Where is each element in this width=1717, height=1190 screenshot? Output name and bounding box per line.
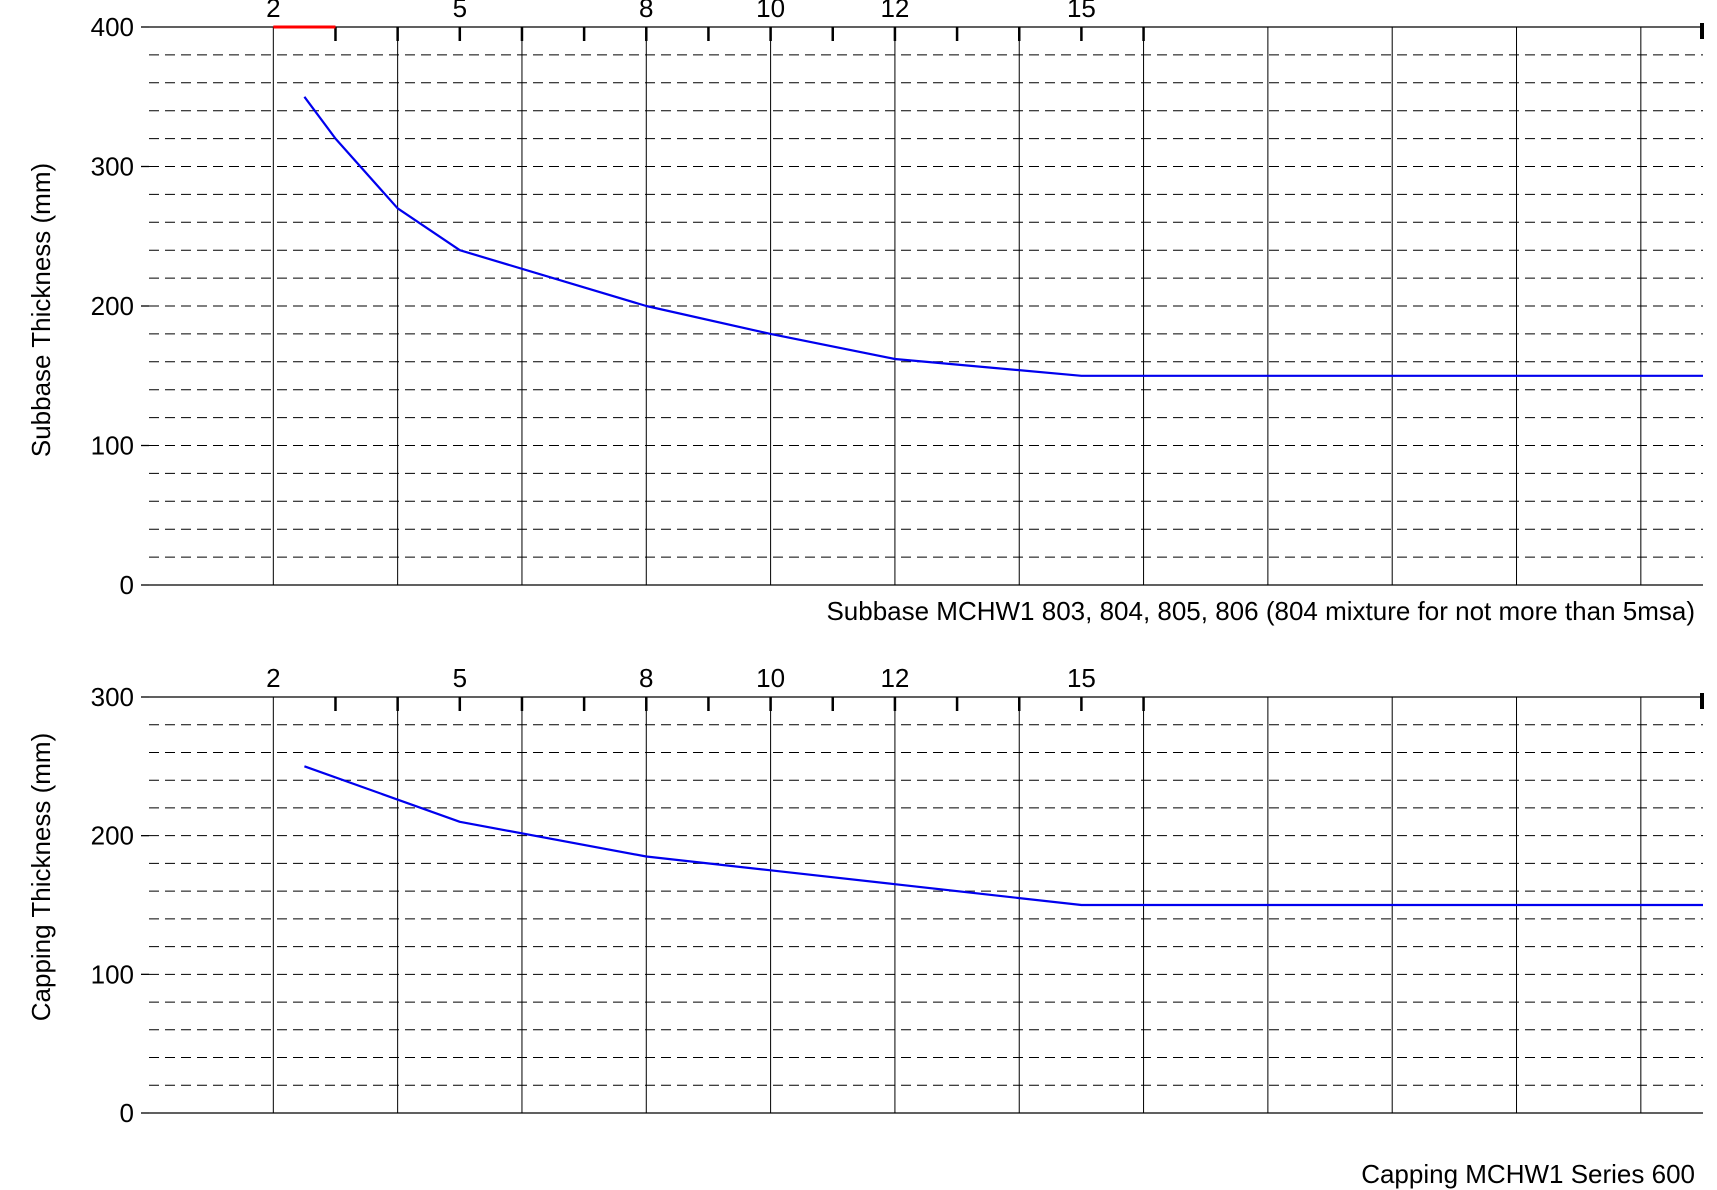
capping-y-axis-label: Capping Thickness (mm) [26,733,56,1022]
capping-y-tick-label: 300 [91,682,134,712]
capping-y-tick-label: 0 [120,1098,134,1128]
capping-top-tick-label: 5 [453,663,467,693]
subbase-top-tick-label: 10 [756,0,785,23]
capping-y-tick-label: 100 [91,959,134,989]
subbase-y-axis-label: Subbase Thickness (mm) [26,163,56,457]
subbase-gridlines [149,27,1703,585]
subbase-top-tick-label: 15 [1067,0,1096,23]
subbase-y-tick-label: 0 [120,570,134,600]
subbase-y-tick-label: 200 [91,291,134,321]
capping-series-line-0 [304,765,1703,907]
subbase-top-tick-label: 8 [639,0,653,23]
capping-caption: Capping MCHW1 Series 600 [1361,1159,1695,1189]
subbase-series-line-0 [303,96,1703,377]
capping-top-tick-label: 12 [880,663,909,693]
subbase-caption: Subbase MCHW1 803, 804, 805, 806 (804 mi… [826,596,1695,626]
capping-top-tick-label: 15 [1067,663,1096,693]
subbase-top-tick-label: 5 [453,0,467,23]
subbase-chart: Subbase Thickness (mm) Subbase MCHW1 803… [26,0,1704,626]
capping-top-tick-label: 10 [756,663,785,693]
capping-y-tick-label: 200 [91,821,134,851]
capping-chart: Capping Thickness (mm) Capping MCHW1 Ser… [26,663,1704,1189]
subbase-y-tick-label: 400 [91,12,134,42]
subbase-y-tick-label: 100 [91,431,134,461]
subbase-top-tick-label: 2 [266,0,280,23]
capping-top-tick-label: 8 [639,663,653,693]
subbase-top-tick-label: 12 [880,0,909,23]
capping-top-tick-label: 2 [266,663,280,693]
subbase-y-tick-label: 300 [91,152,134,182]
